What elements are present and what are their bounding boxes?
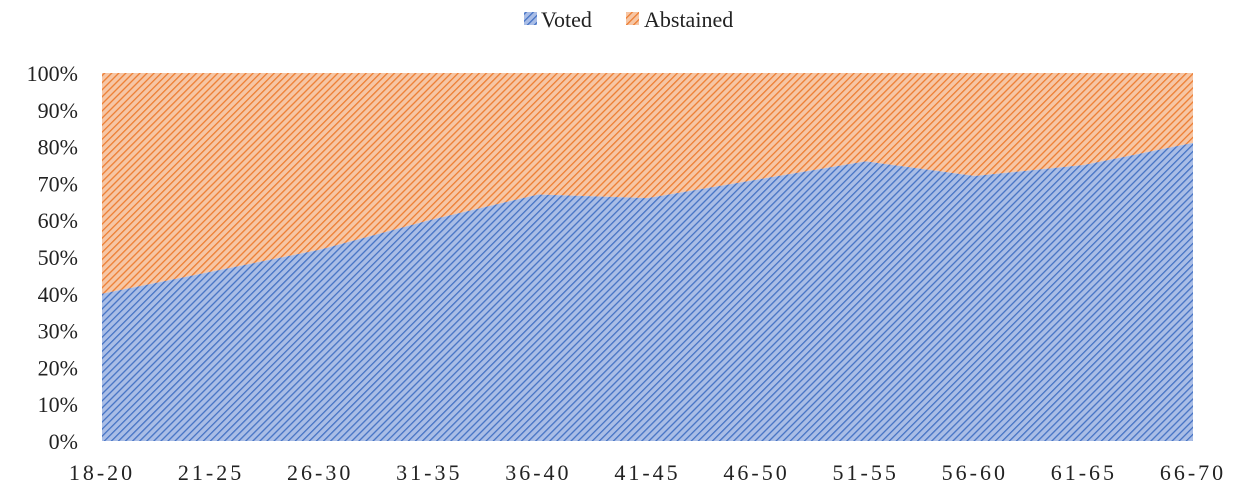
x-tick-label: 26-30: [287, 460, 353, 485]
x-tick-label: 21-25: [178, 460, 244, 485]
y-tick-label: 50%: [38, 245, 78, 270]
x-tick-label: 18-20: [69, 460, 135, 485]
x-tick-label: 46-50: [723, 460, 789, 485]
legend: Voted Abstained: [524, 7, 733, 32]
legend-item-voted: Voted: [524, 7, 592, 32]
x-tick-label: 36-40: [505, 460, 571, 485]
y-tick-label: 90%: [38, 98, 78, 123]
y-tick-label: 80%: [38, 135, 78, 160]
legend-swatch-voted: [524, 12, 537, 25]
y-tick-label: 60%: [38, 208, 78, 233]
y-tick-label: 20%: [38, 355, 78, 380]
plot-area: [102, 73, 1193, 442]
x-tick-label: 31-35: [396, 460, 462, 485]
legend-label-abstained: Abstained: [644, 7, 733, 32]
x-tick-label: 41-45: [614, 460, 680, 485]
y-axis: 0% 10% 20% 30% 40% 50% 60% 70% 80% 90% 100%: [27, 61, 78, 454]
x-tick-label: 56-60: [942, 460, 1008, 485]
area-voted: [102, 142, 1193, 442]
x-tick-label: 61-65: [1051, 460, 1117, 485]
legend-swatch-abstained: [626, 12, 639, 25]
x-tick-label: 51-55: [833, 460, 899, 485]
y-tick-label: 30%: [38, 319, 78, 344]
area-abstained: [102, 73, 1193, 294]
y-tick-label: 40%: [38, 282, 78, 307]
y-tick-label: 10%: [38, 392, 78, 417]
x-axis: 18-20 21-25 26-30 31-35 36-40 41-45 46-50 51-55…: [69, 460, 1226, 485]
x-tick-label: 66-70: [1160, 460, 1226, 485]
y-tick-label: 0%: [49, 429, 78, 454]
legend-item-abstained: Abstained: [626, 7, 733, 32]
y-tick-label: 70%: [38, 171, 78, 196]
y-tick-label: 100%: [27, 61, 78, 86]
legend-label-voted: Voted: [541, 7, 592, 32]
